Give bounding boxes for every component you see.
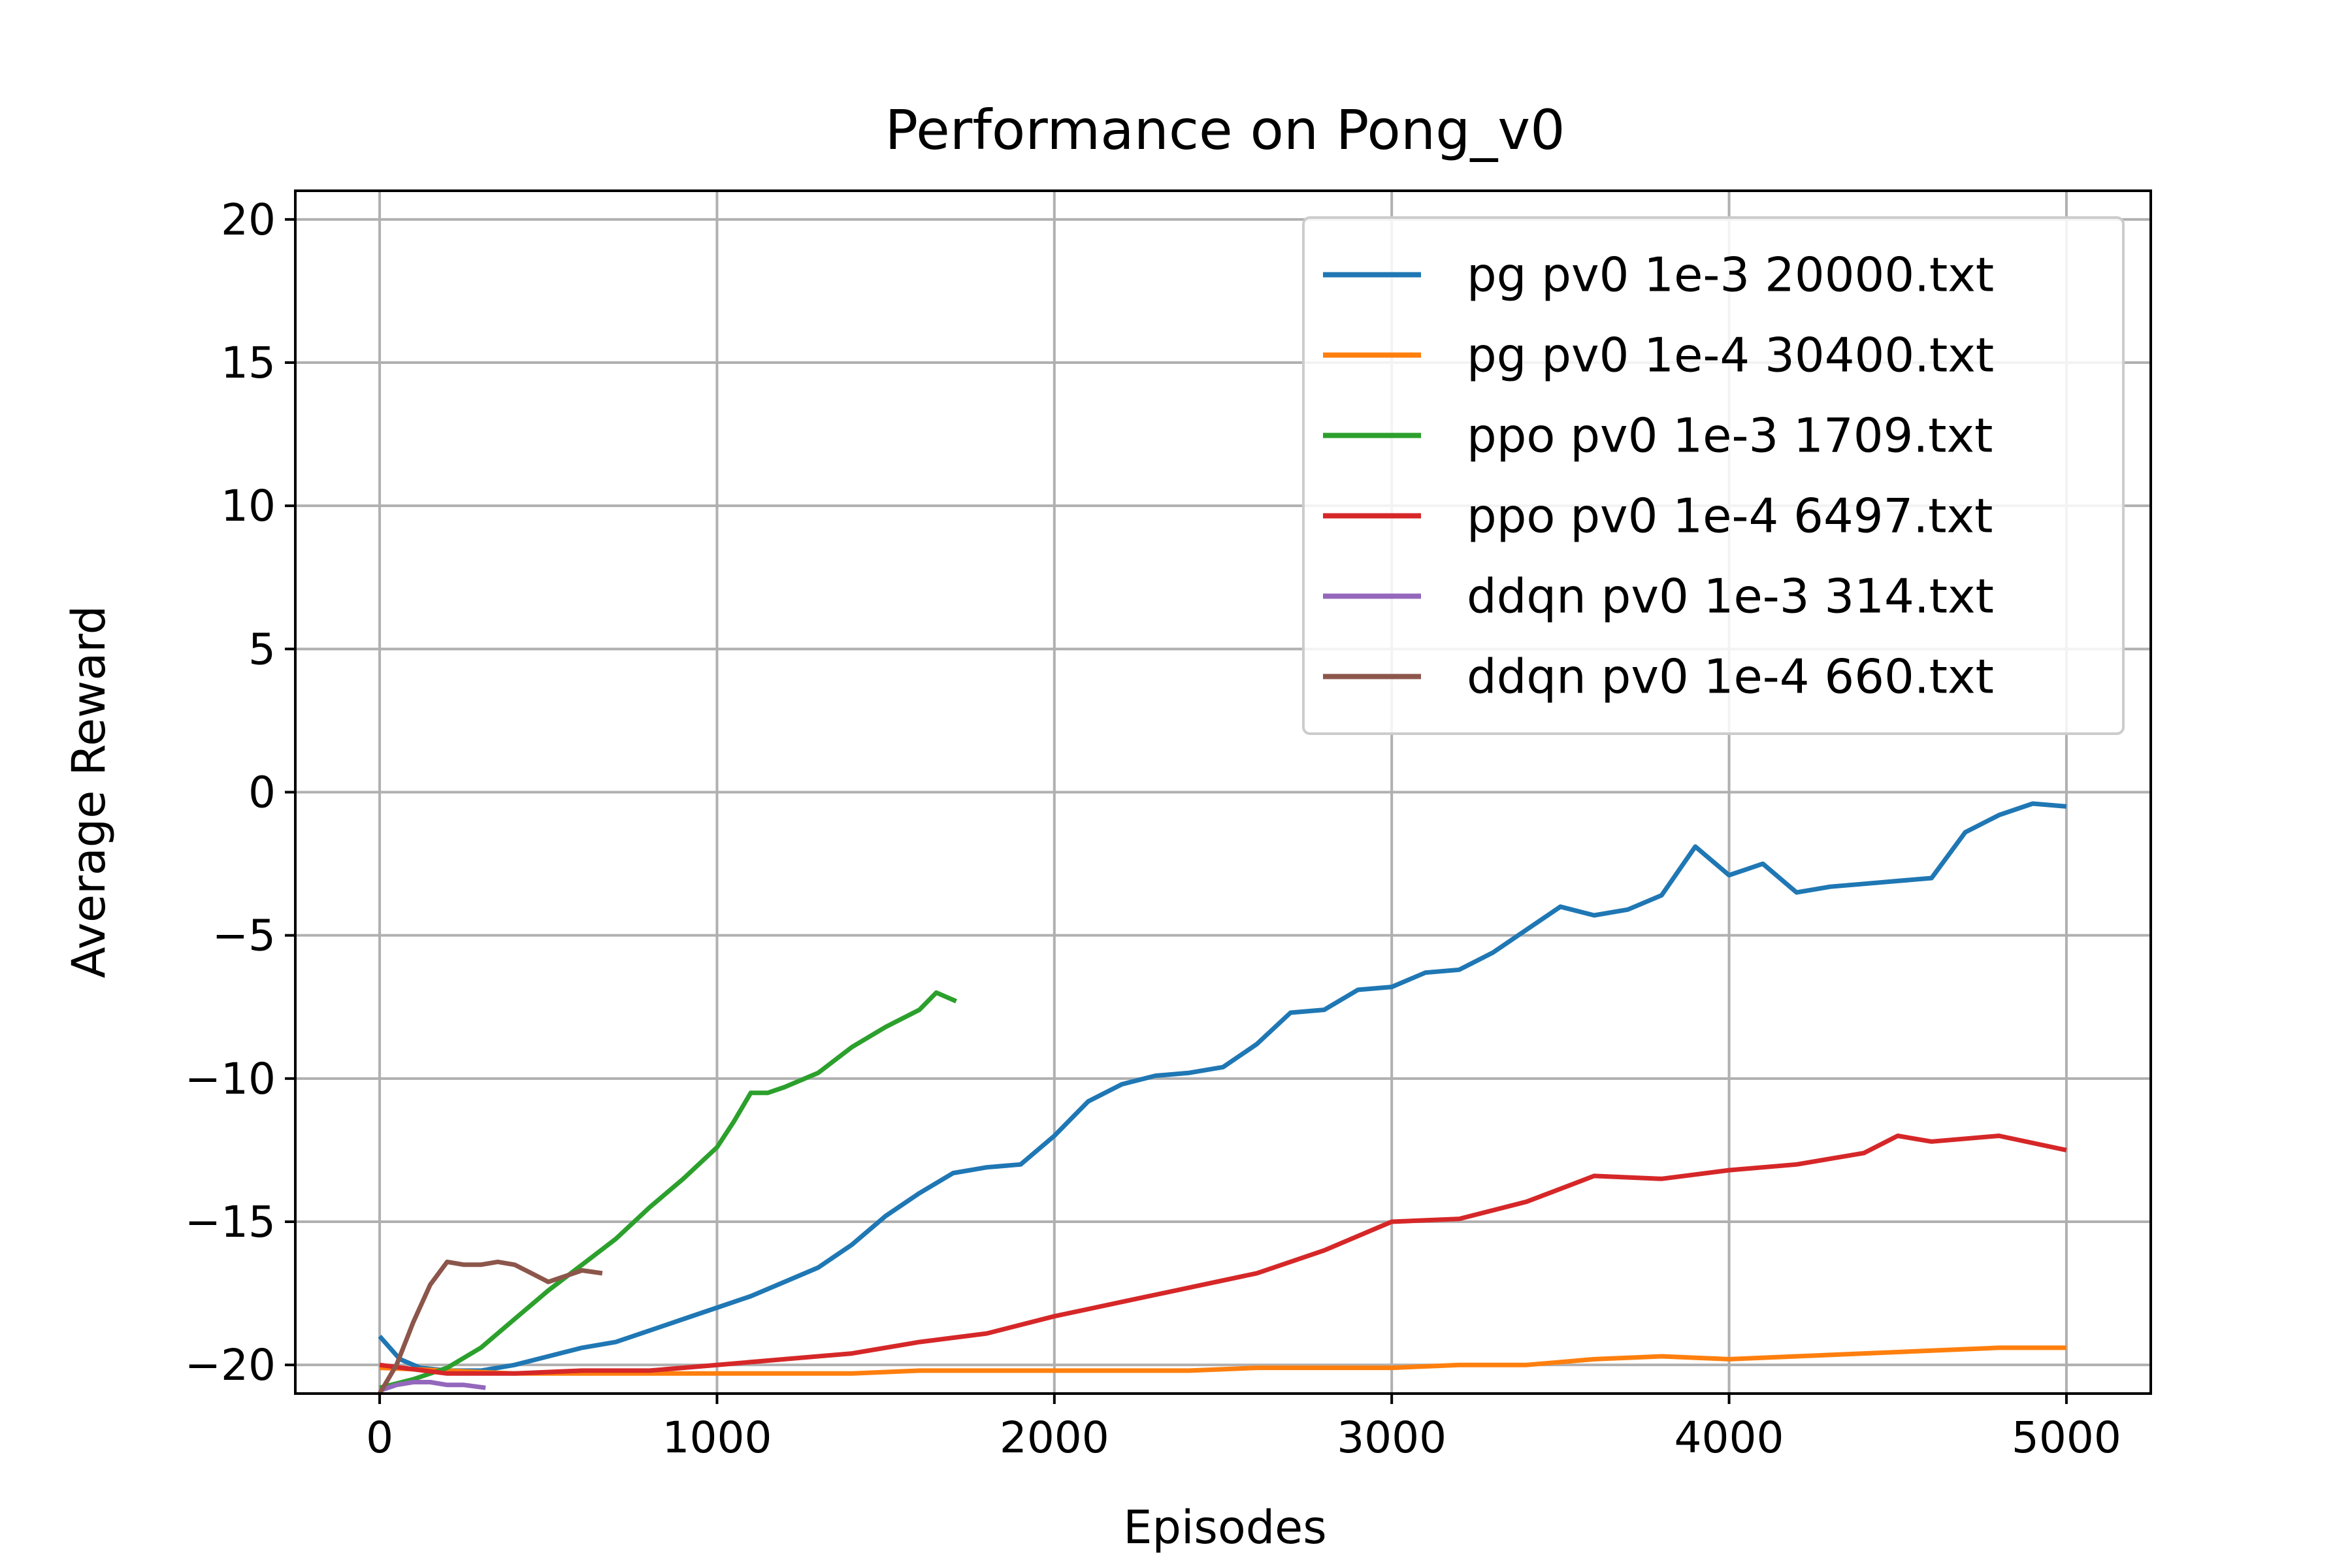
x-tick-label: 3000	[1337, 1413, 1446, 1463]
plot-series	[378, 801, 2067, 1395]
y-tick-label: 10	[221, 481, 276, 531]
series-line-2	[379, 990, 957, 1390]
axis-ticks: 0 1000 2000 3000 4000 5000 −20 −15 −10 −5 0 5 10 15 20	[185, 195, 2121, 1463]
legend-entry-label: ddqn pv0 1e-3 314.txt	[1467, 569, 1994, 624]
legend-box	[1302, 216, 2125, 735]
legend-entry-label: pg pv0 1e-4 30400.txt	[1467, 328, 1994, 383]
y-tick-label: 0	[248, 768, 276, 818]
series-line-4	[378, 1380, 486, 1393]
x-tick-label: 5000	[2012, 1413, 2121, 1463]
y-axis-label: Average Reward	[62, 606, 116, 978]
legend: pg pv0 1e-3 20000.txt pg pv0 1e-4 30400.t…	[1302, 216, 2125, 735]
y-tick-label: 15	[221, 338, 276, 388]
x-tick-label: 2000	[1000, 1413, 1109, 1463]
series-line-3	[379, 1134, 2067, 1376]
legend-entry-label: ppo pv0 1e-4 6497.txt	[1467, 489, 1993, 544]
y-tick-label: −10	[185, 1054, 276, 1104]
x-tick-label: 1000	[662, 1413, 772, 1463]
legend-entry-label: ddqn pv0 1e-4 660.txt	[1467, 649, 1994, 704]
y-tick-label: −15	[185, 1197, 276, 1247]
x-tick-label: 4000	[1674, 1413, 1784, 1463]
legend-entry-label: ppo pv0 1e-3 1709.txt	[1467, 408, 1993, 463]
legend-entry-label: pg pv0 1e-3 20000.txt	[1467, 248, 1994, 302]
series-line-5	[378, 1259, 603, 1395]
y-tick-label: −20	[185, 1340, 276, 1390]
series-line-0	[378, 801, 2067, 1373]
grid	[295, 191, 2151, 1394]
series-line-1	[379, 1345, 2066, 1376]
y-tick-label: −5	[212, 911, 276, 961]
chart-title: Performance on Pong_v0	[885, 98, 1565, 162]
y-tick-label: 20	[221, 195, 276, 245]
y-tick-label: 5	[248, 624, 276, 674]
x-tick-label: 0	[366, 1413, 393, 1463]
x-axis-label: Episodes	[1123, 1501, 1326, 1554]
